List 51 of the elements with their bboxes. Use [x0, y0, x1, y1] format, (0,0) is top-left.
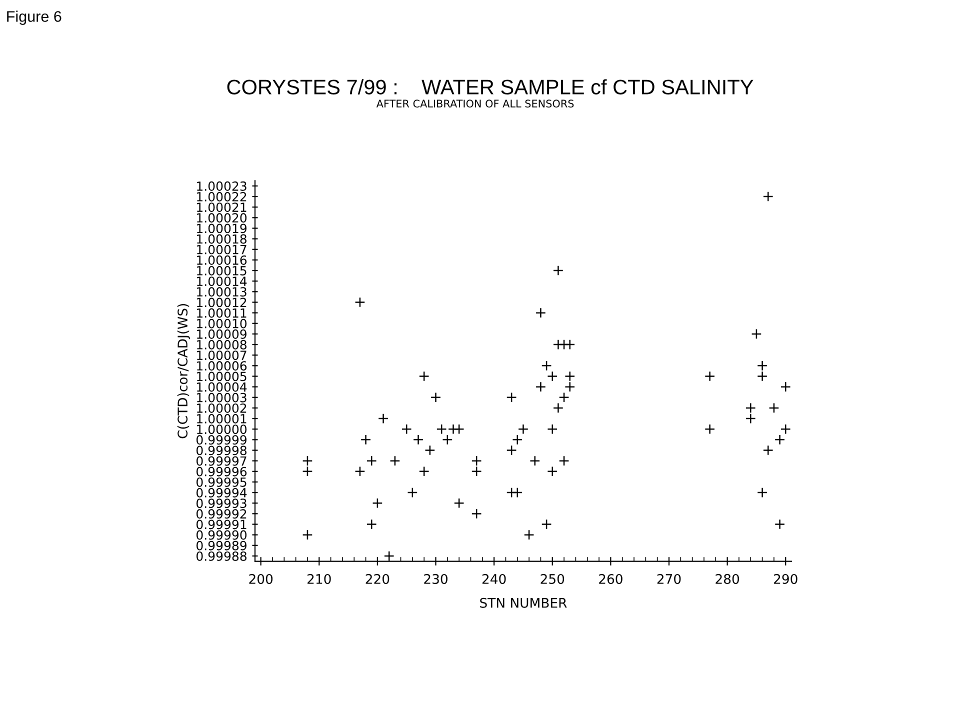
x-axis-title: STN NUMBER	[480, 598, 567, 608]
y-tick-label: 0.99991	[196, 520, 246, 530]
y-tick-label: 1.00006	[197, 361, 247, 371]
x-tick-label: 240	[482, 574, 506, 584]
chart-subtitle: AFTER CALIBRATION OF ALL SENSORS	[376, 100, 574, 108]
y-tick-label: 1.00020	[197, 213, 247, 223]
x-tick-label: 250	[540, 574, 564, 584]
x-tick-label: 290	[774, 574, 798, 584]
y-tick-label: 1.00001	[197, 414, 246, 424]
y-tick-label: 0.99996	[196, 466, 247, 476]
y-tick-label: 1.00021	[197, 202, 246, 212]
y-tick-label: 1.00002	[197, 403, 246, 413]
y-tick-label: 0.99992	[196, 509, 246, 519]
x-tick-label: 270	[657, 574, 681, 584]
chart-title: CORYSTES 7/99 : WATER SAMPLE cf CTD SALINITY	[227, 79, 754, 94]
caption: Figure 6	[7, 10, 62, 25]
y-tick-label: 1.00012	[197, 298, 246, 308]
x-tick-label: 200	[249, 574, 273, 584]
x-tick-label: 260	[599, 574, 622, 584]
y-tick-label: 1.00007	[197, 350, 246, 360]
x-tick-label: 230	[424, 574, 448, 584]
y-tick-label: 1.00010	[197, 318, 247, 328]
y-tick-label: 0.99994	[196, 488, 247, 498]
y-tick-label: 1.00011	[197, 308, 246, 318]
x-tick-label: 280	[716, 574, 740, 584]
y-tick-label: 1.00023	[197, 181, 246, 191]
y-tick-label: 1.00004	[197, 382, 247, 392]
y-tick-label: 0.99995	[196, 477, 246, 487]
x-tick-label: 210	[308, 574, 331, 584]
y-tick-label: 1.00008	[197, 340, 246, 350]
y-tick-label: 1.00014	[197, 276, 247, 286]
y-tick-label: 1.00015	[197, 266, 246, 276]
y-axis-title: C(CTD)cor/CADJ(WS)	[177, 304, 190, 438]
y-tick-label: 1.00016	[197, 255, 247, 265]
y-tick-label: 1.00005	[197, 372, 246, 382]
y-tick-label: 1.00017	[197, 244, 246, 254]
y-tick-label: 1.00003	[197, 392, 246, 402]
y-tick-label: 0.99998	[196, 446, 246, 456]
y-tick-label: 1.00018	[197, 234, 246, 244]
y-tick-label: 0.99988	[196, 551, 246, 561]
y-tick-label: 0.99989	[196, 540, 246, 550]
y-tick-label: 0.99999	[196, 435, 246, 445]
y-tick-label: 1.00013	[197, 287, 246, 297]
x-tick-label: 220	[366, 574, 390, 584]
y-tick-label: 1.00000	[197, 424, 247, 434]
y-tick-label: 0.99993	[196, 498, 246, 508]
y-tick-label: 0.99990	[196, 530, 247, 540]
y-tick-label: 1.00009	[197, 329, 246, 339]
y-tick-label: 1.00022	[197, 192, 246, 202]
y-tick-label: 0.99997	[196, 456, 246, 466]
y-tick-label: 1.00019	[197, 224, 246, 234]
